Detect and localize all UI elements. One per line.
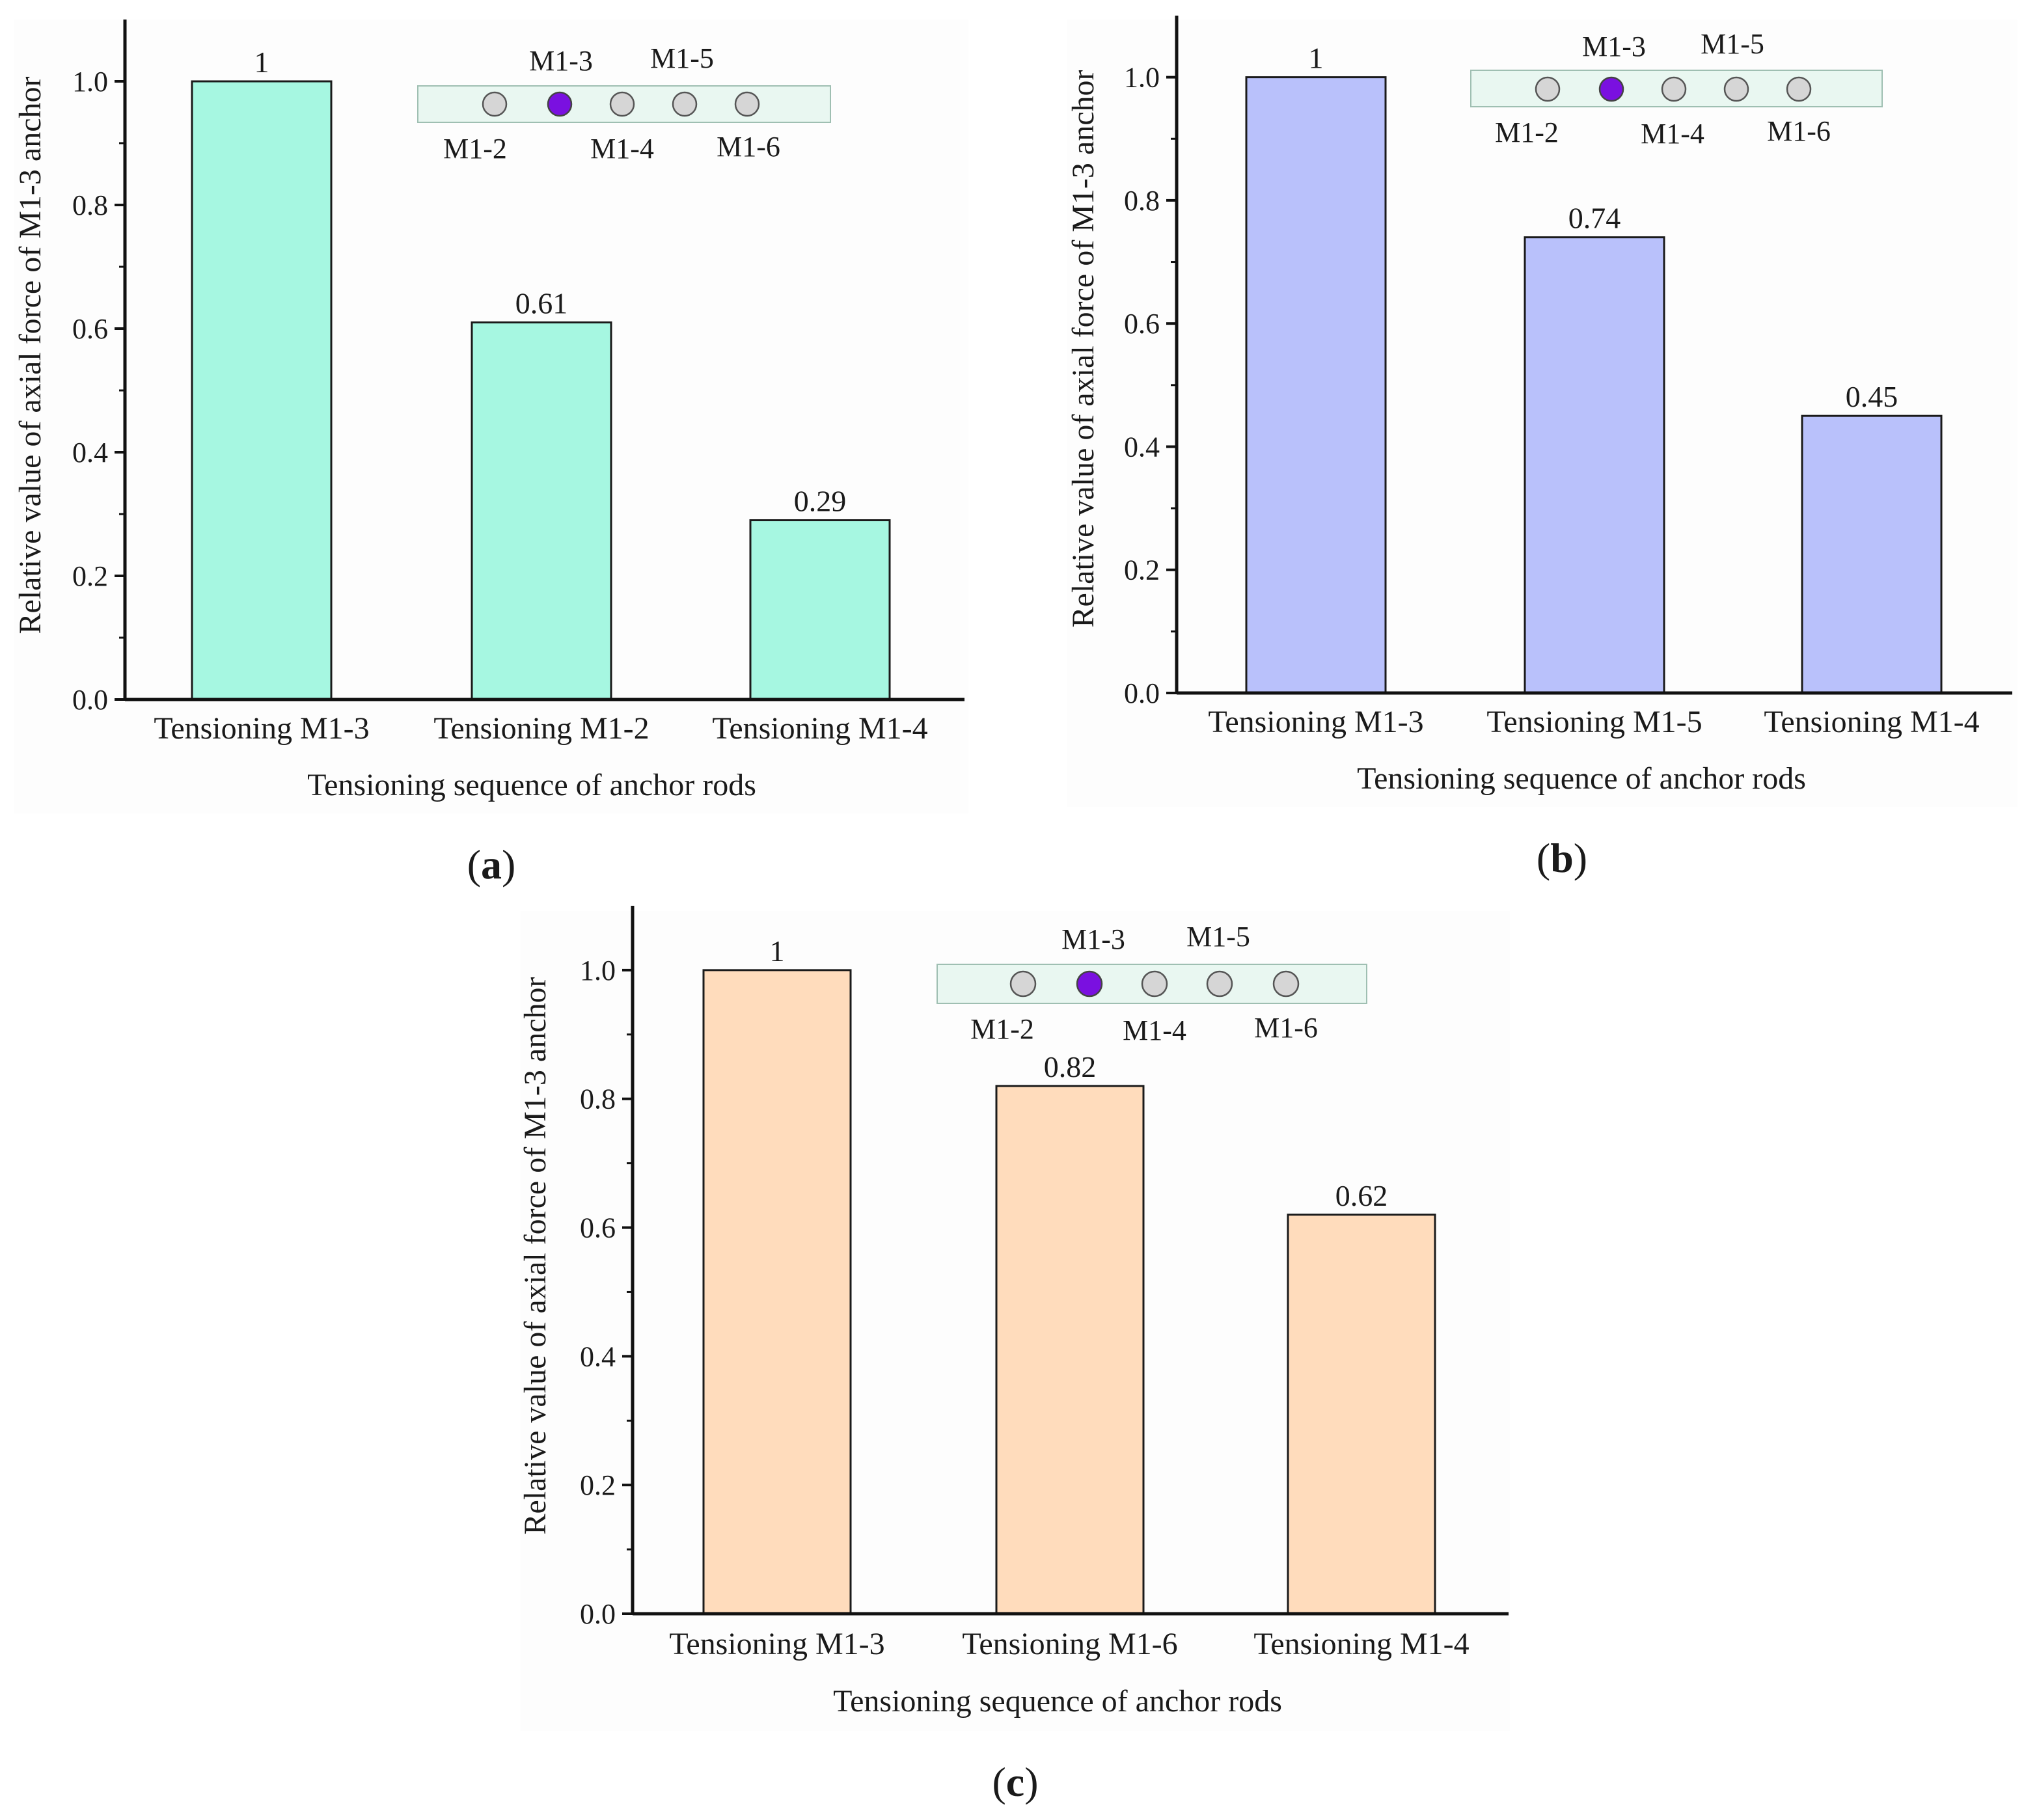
- panel-a-inset: M1-3 M1-5 M1-2 M1-4 M1-6: [417, 42, 831, 165]
- panel-a-bar: [749, 519, 891, 701]
- panel-a-category-label: Tensioning M1-4: [712, 711, 927, 746]
- panel-c-ytick-label: 0.0: [580, 1598, 616, 1630]
- panel-b-inset-label-m1-2: M1-2: [1495, 116, 1559, 148]
- panel-c-ytick-label: 0.2: [580, 1469, 616, 1501]
- panel-c-data-label: 0.82: [1044, 1050, 1097, 1083]
- panel-b-ytick-label: 0.0: [1124, 677, 1160, 709]
- panel-c-plot: 0.0 0.2 0.4 0.6 0.8 1.0 1 Tensioning M1-3 0.82 Te…: [518, 906, 1509, 1718]
- panel-b-ytick-label: 0.6: [1124, 308, 1160, 340]
- panel-b-bar: [1524, 236, 1665, 694]
- panel-c-bar: [702, 969, 852, 1615]
- panel-c-anchor-m1-3: [1076, 970, 1103, 998]
- panel-c-category-label: Tensioning M1-4: [1253, 1627, 1469, 1661]
- panel-b-ytick-label: 0.8: [1124, 185, 1160, 217]
- panel-a-inset-label-m1-3: M1-3: [529, 45, 593, 77]
- panel-c-ytick-label: 0.6: [580, 1212, 616, 1244]
- panel-a-inset-label-m1-6: M1-6: [717, 131, 780, 163]
- panel-c-ytick-label: 0.8: [580, 1083, 616, 1115]
- panel-b-ytick-label: 1.0: [1124, 62, 1160, 94]
- panel-c-anchor-m1-5: [1206, 970, 1233, 998]
- panel-b-anchor-m1-3: [1598, 76, 1624, 102]
- panel-c-ytick-label: 0.4: [580, 1340, 616, 1372]
- panel-b: 0.0 0.2 0.4 0.6 0.8 1.0 1 Tensioning M1-3 0.74 Te…: [1066, 16, 2017, 881]
- panel-a-ytick-label: 0.4: [72, 437, 108, 469]
- panel-c-anchor-m1-4: [1141, 970, 1168, 998]
- panel-a-data-label: 0.29: [794, 485, 847, 518]
- panel-a-bar: [471, 321, 612, 701]
- panel-c-x-axis-title: Tensioning sequence of anchor rods: [833, 1684, 1282, 1718]
- panel-c-inset-label-m1-2: M1-2: [970, 1013, 1034, 1045]
- panel-c-inset: M1-3 M1-5 M1-2 M1-4 M1-6: [937, 921, 1367, 1046]
- panel-c-bar: [1287, 1214, 1436, 1615]
- panel-c-inset-label-m1-5: M1-5: [1186, 921, 1250, 953]
- panel-a-anchor-m1-4: [609, 91, 635, 117]
- panel-a-plot: 0.0 0.2 0.4 0.6 0.8 1.0 1 Tensioning M1-3 0.61 Te…: [13, 20, 964, 802]
- panel-a-ytick-label: 0.8: [72, 189, 108, 221]
- panel-a-inset-label-m1-4: M1-4: [590, 133, 654, 165]
- panel-b-category-label: Tensioning M1-3: [1208, 705, 1423, 739]
- panel-b-data-label: 1: [1309, 42, 1324, 75]
- panel-c-inset-label-m1-3: M1-3: [1061, 923, 1125, 955]
- panel-b-anchor-m1-2: [1535, 76, 1561, 102]
- panel-a-letter: (a): [467, 841, 516, 888]
- panel-c-category-label: Tensioning M1-3: [669, 1627, 884, 1661]
- panel-a-ytick-label: 0.0: [72, 684, 108, 716]
- panel-b-inset-label-m1-5: M1-5: [1701, 28, 1764, 60]
- panel-b-category-label: Tensioning M1-4: [1764, 705, 1979, 739]
- panel-b-x-axis-title: Tensioning sequence of anchor rods: [1357, 761, 1806, 796]
- panel-c-anchor-m1-6: [1272, 970, 1300, 998]
- panel-b-inset-label-m1-3: M1-3: [1582, 31, 1646, 62]
- panel-a-data-label: 1: [254, 46, 269, 79]
- panel-a: 0.0 0.2 0.4 0.6 0.8 1.0 1 Tensioning M1-3 0.61 Te…: [13, 20, 968, 888]
- panel-b-bar: [1245, 76, 1387, 694]
- panel-c-data-label: 0.62: [1335, 1179, 1388, 1212]
- panel-b-inset-label-m1-4: M1-4: [1641, 118, 1704, 150]
- panel-b-y-axis-title: Relative value of axial force of M1-3 an…: [1066, 70, 1101, 628]
- panel-a-inset-label-m1-2: M1-2: [443, 133, 507, 165]
- panel-b-anchor-m1-6: [1786, 76, 1812, 102]
- panel-b-anchor-m1-5: [1723, 76, 1749, 102]
- panel-a-data-label: 0.61: [515, 287, 568, 320]
- panel-b-inset: M1-3 M1-5 M1-2 M1-4 M1-6: [1470, 28, 1883, 150]
- panel-a-ytick-label: 0.6: [72, 313, 108, 345]
- panel-b-letter: (b): [1537, 835, 1587, 881]
- panel-a-ytick-label: 1.0: [72, 66, 108, 98]
- panel-b-data-label: 0.74: [1568, 202, 1621, 235]
- panel-b-inset-label-m1-6: M1-6: [1767, 115, 1831, 147]
- panel-c-category-label: Tensioning M1-6: [962, 1627, 1177, 1661]
- panel-c-ytick-label: 1.0: [580, 955, 616, 986]
- panel-b-data-label: 0.45: [1846, 380, 1898, 413]
- panel-b-anchor-m1-4: [1661, 76, 1687, 102]
- panel-b-bar: [1801, 414, 1943, 694]
- panel-c-inset-label-m1-6: M1-6: [1254, 1012, 1318, 1044]
- panel-a-x-axis-title: Tensioning sequence of anchor rods: [307, 768, 756, 802]
- panel-c: 0.0 0.2 0.4 0.6 0.8 1.0 1 Tensioning M1-3 0.82 Te…: [518, 906, 1510, 1805]
- panel-a-y-axis-title: Relative value of axial force of M1-3 an…: [13, 77, 48, 634]
- panel-c-data-label: 1: [770, 934, 785, 968]
- panel-a-ytick-label: 0.2: [72, 560, 108, 592]
- panel-c-bar: [995, 1085, 1145, 1615]
- panel-a-anchor-m1-2: [482, 91, 508, 117]
- panel-a-anchor-m1-6: [734, 91, 760, 117]
- panel-c-anchor-m1-2: [1009, 970, 1037, 998]
- panel-a-bar: [191, 80, 333, 701]
- panel-a-anchor-m1-5: [672, 91, 698, 117]
- panel-a-inset-label-m1-5: M1-5: [650, 42, 714, 74]
- panel-a-anchor-m1-3: [547, 91, 573, 117]
- panel-b-ytick-label: 0.2: [1124, 554, 1160, 586]
- panel-c-y-axis-title: Relative value of axial force of M1-3 an…: [518, 977, 553, 1535]
- panel-a-category-label: Tensioning M1-2: [433, 711, 649, 746]
- panel-b-ytick-label: 0.4: [1124, 431, 1160, 463]
- panel-c-letter: (c): [992, 1759, 1038, 1805]
- panel-c-inset-label-m1-4: M1-4: [1123, 1014, 1186, 1046]
- panel-b-category-label: Tensioning M1-5: [1486, 705, 1702, 739]
- panel-a-category-label: Tensioning M1-3: [154, 711, 369, 746]
- panel-b-plot: 0.0 0.2 0.4 0.6 0.8 1.0 1 Tensioning M1-3 0.74 Te…: [1066, 16, 2012, 796]
